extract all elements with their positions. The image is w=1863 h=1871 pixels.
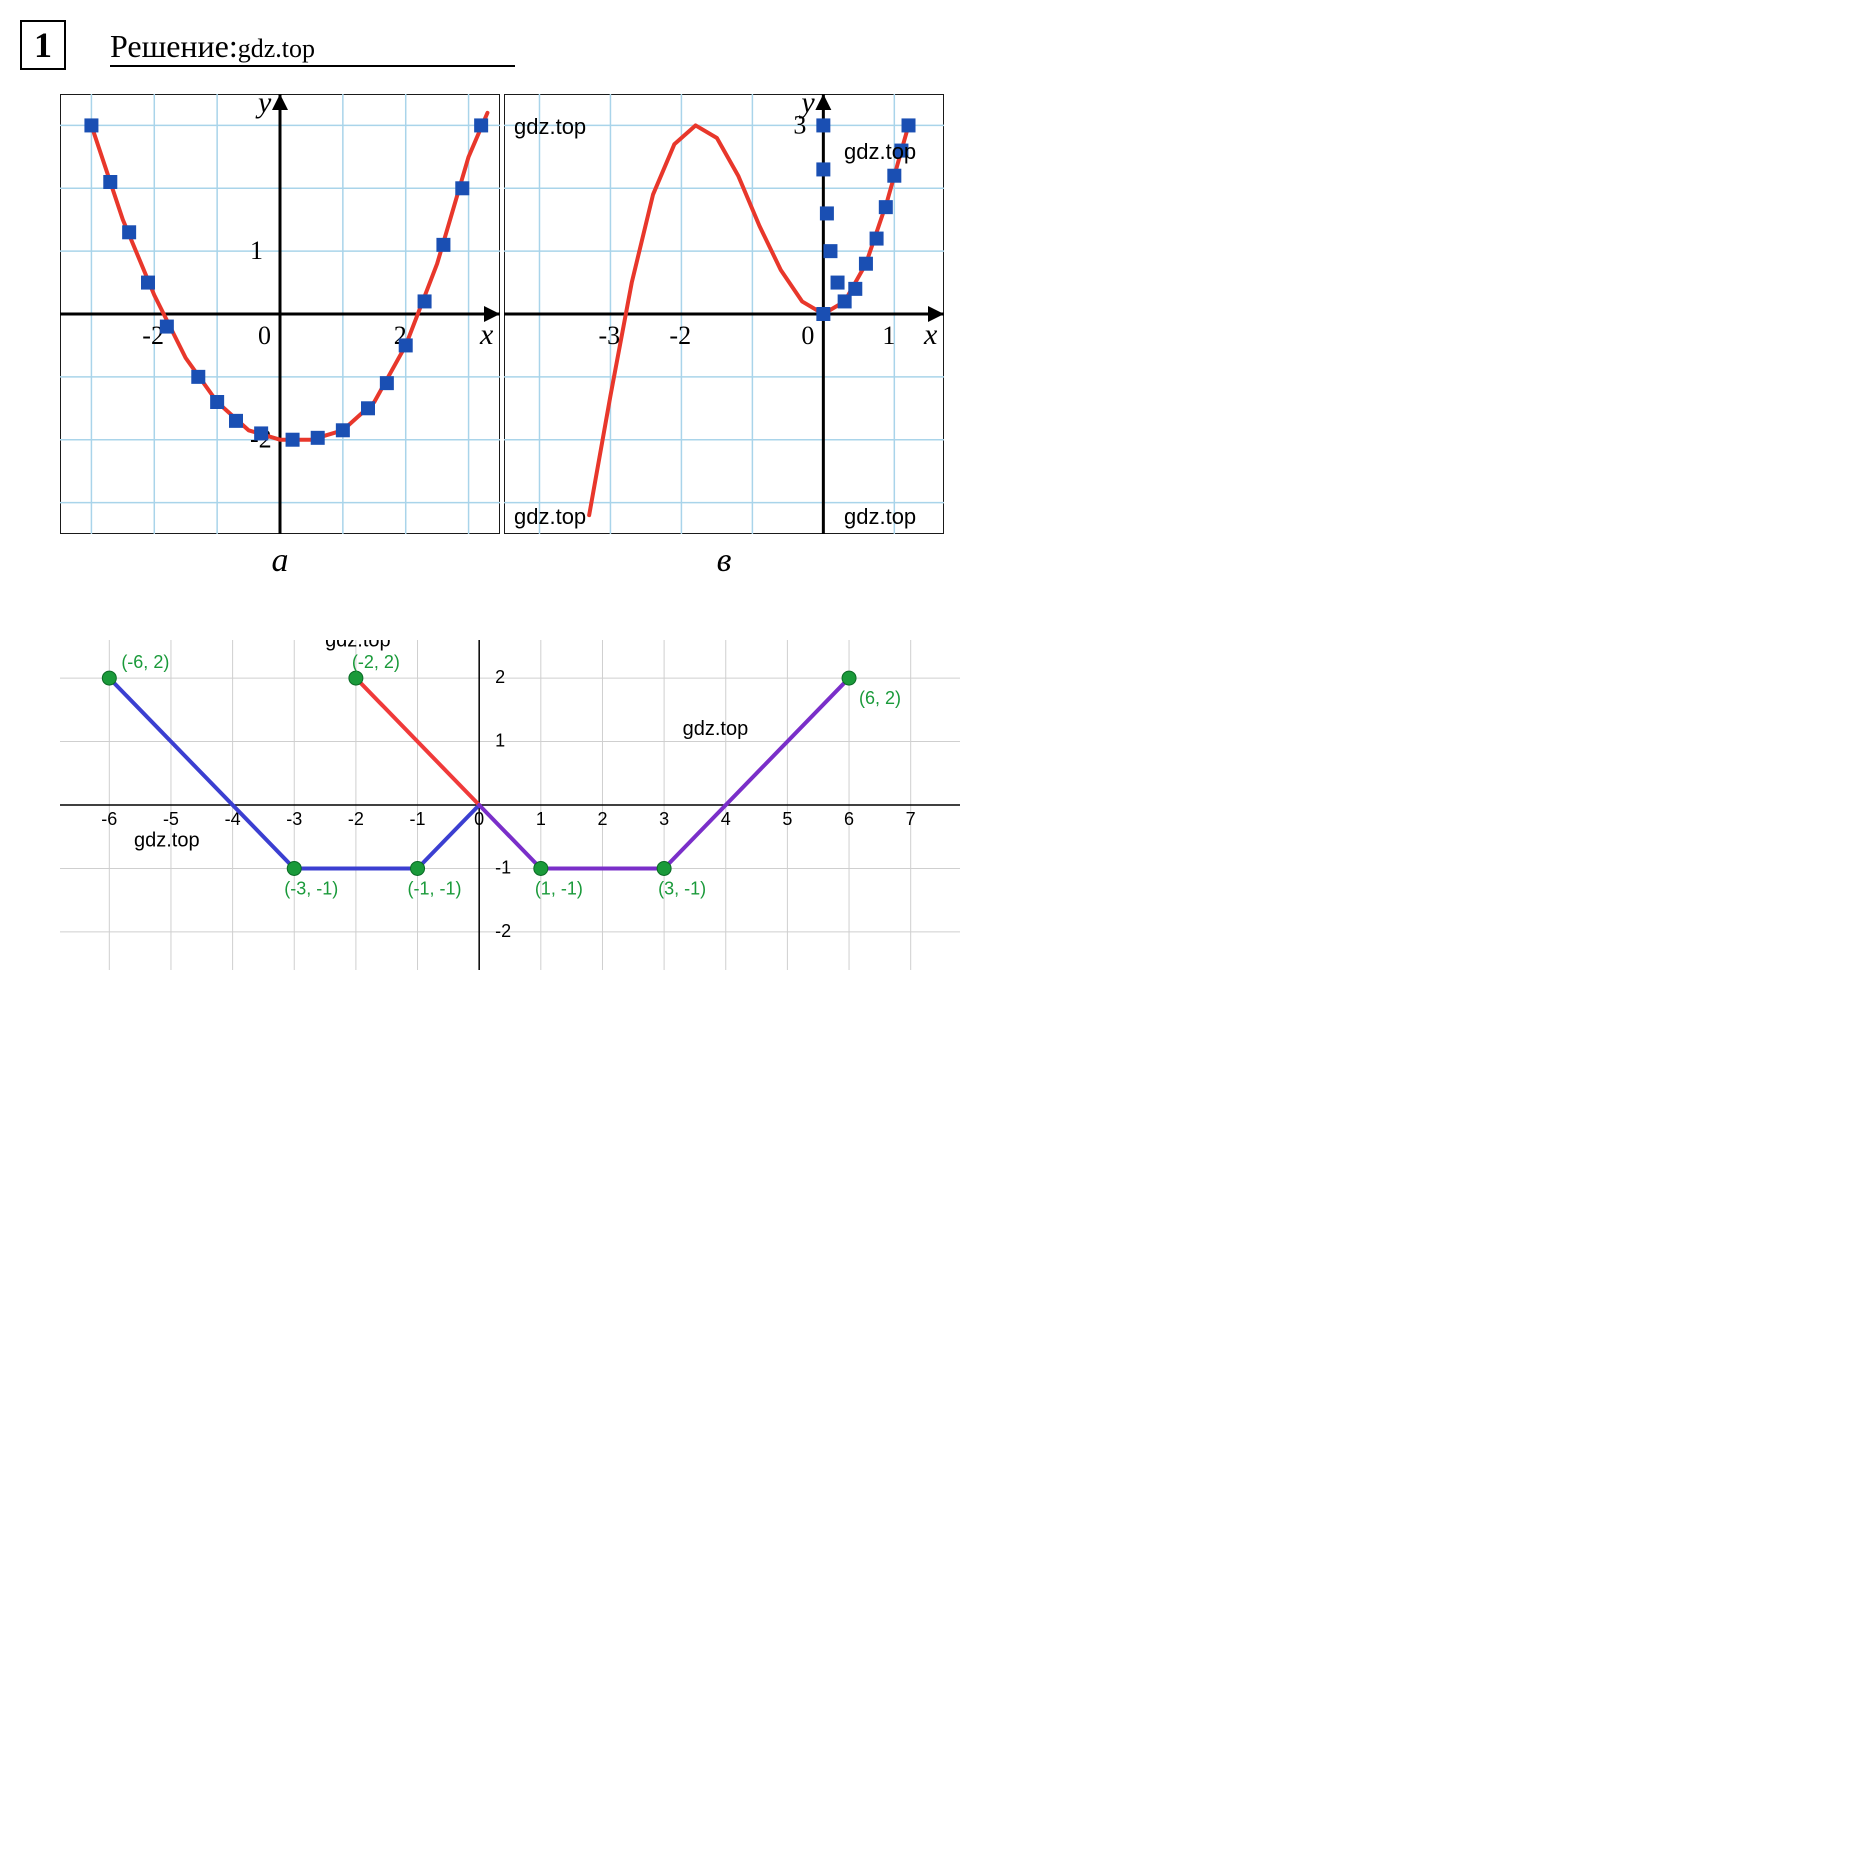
top-charts-row: yx2-21-20 а yx1-3-230gdz.topgdz.topgdz.t… [60,94,1843,580]
svg-text:(6, 2): (6, 2) [859,688,901,708]
svg-text:-3: -3 [598,321,620,350]
svg-text:3: 3 [793,110,806,139]
svg-text:gdz.top: gdz.top [844,139,916,164]
chart-b-container: yx1-3-230gdz.topgdz.topgdz.topgdz.top в [504,94,944,580]
svg-text:0: 0 [474,809,484,829]
svg-text:(-6, 2): (-6, 2) [121,652,169,672]
svg-text:gdz.top: gdz.top [844,504,916,529]
svg-text:y: y [255,94,272,119]
chart-c-container: -6-5-4-3-2-101234567-2-112(-6, 2)(-2, 2)… [60,640,1843,970]
svg-text:(1, -1): (1, -1) [535,878,583,898]
header-watermark: gdz.top [238,34,315,63]
chart-b-label: в [504,542,944,580]
svg-text:gdz.top: gdz.top [514,114,586,139]
svg-text:2: 2 [495,667,505,687]
svg-text:-1: -1 [495,857,511,877]
svg-text:(3, -1): (3, -1) [658,878,706,898]
svg-text:-6: -6 [101,809,117,829]
svg-text:0: 0 [258,321,271,350]
svg-text:gdz.top: gdz.top [514,504,586,529]
svg-text:-1: -1 [410,809,426,829]
svg-text:7: 7 [906,809,916,829]
svg-text:(-2, 2): (-2, 2) [352,652,400,672]
svg-text:4: 4 [721,809,731,829]
svg-text:-2: -2 [495,921,511,941]
chart-c: -6-5-4-3-2-101234567-2-112(-6, 2)(-2, 2)… [60,640,960,970]
chart-b: yx1-3-230gdz.topgdz.topgdz.topgdz.top [504,94,944,534]
chart-a-container: yx2-21-20 а [60,94,500,580]
solution-header: Решение:gdz.top [110,28,515,67]
header-prefix: Решение: [110,28,238,64]
svg-text:1: 1 [882,321,895,350]
svg-text:1: 1 [495,731,505,751]
svg-text:2: 2 [597,809,607,829]
svg-text:-2: -2 [348,809,364,829]
svg-text:-2: -2 [669,321,691,350]
svg-text:6: 6 [844,809,854,829]
svg-text:x: x [923,318,938,351]
svg-text:0: 0 [801,321,814,350]
svg-text:-5: -5 [163,809,179,829]
svg-text:gdz.top: gdz.top [325,640,391,651]
svg-text:-3: -3 [286,809,302,829]
chart-a-label: а [60,542,500,580]
svg-text:x: x [479,318,494,351]
svg-text:gdz.top: gdz.top [683,718,749,740]
svg-text:5: 5 [782,809,792,829]
problem-number: 1 [20,20,66,70]
svg-text:3: 3 [659,809,669,829]
svg-text:(-3, -1): (-3, -1) [284,878,338,898]
svg-text:gdz.top: gdz.top [134,829,200,851]
chart-a: yx2-21-20 [60,94,500,534]
svg-text:1: 1 [250,236,263,265]
svg-text:(-1, -1): (-1, -1) [408,878,462,898]
svg-text:1: 1 [536,809,546,829]
